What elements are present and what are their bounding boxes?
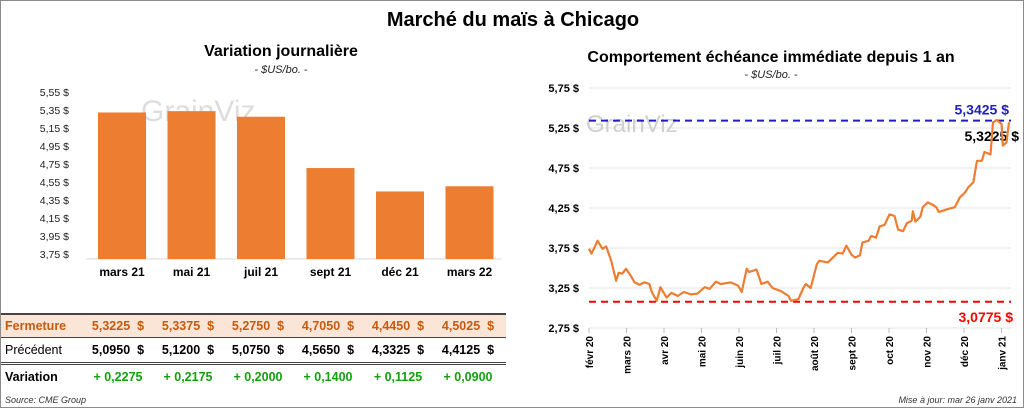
- table-cell: 4,4125 $: [441, 343, 495, 357]
- x-tick-label: sept 20: [848, 336, 859, 371]
- x-tick-label: déc 20: [960, 336, 971, 368]
- bar: [98, 112, 146, 259]
- y-tick-label: 5,55 $: [40, 87, 69, 99]
- page-title: Marché du maïs à Chicago: [386, 9, 640, 31]
- y-tick-label: 3,25 $: [548, 283, 579, 295]
- y-tick-label: 4,75 $: [40, 159, 69, 171]
- right-chart-title: Comportement échéance immédiate depuis 1…: [587, 49, 955, 66]
- left-chart-title: Variation journalière: [204, 43, 358, 60]
- row-label: Précédent: [5, 343, 62, 357]
- table-cell: + 0,2275: [93, 370, 143, 384]
- table-cell: 4,3325 $: [371, 343, 425, 357]
- y-tick-label: 4,35 $: [40, 195, 69, 207]
- min-label: 3,0775 $: [959, 309, 1014, 325]
- right-chart-subtitle: - $US/bo. -: [744, 69, 798, 81]
- y-tick-label: 5,35 $: [40, 105, 69, 117]
- bar: [445, 186, 494, 259]
- x-tick-label: mai 21: [173, 265, 211, 279]
- y-tick-label: 5,25 $: [548, 123, 579, 135]
- x-tick-label: juin 20: [735, 336, 746, 369]
- y-tick-label: 4,75 $: [548, 163, 579, 175]
- table-cell: 5,2750 $: [231, 319, 285, 333]
- x-tick-label: mars 21: [99, 265, 145, 279]
- table-cell: 5,1200 $: [161, 343, 215, 357]
- x-tick-label: juil 21: [243, 265, 278, 279]
- bar-chart: GrainViz5,55 $5,35 $5,15 $4,95 $4,75 $4,…: [40, 87, 501, 279]
- table-cell: + 0,1125: [373, 370, 423, 384]
- table-cell: 5,0750 $: [231, 343, 285, 357]
- y-tick-label: 5,75 $: [548, 83, 579, 95]
- table-cell: 4,4450 $: [371, 319, 425, 333]
- update-note: Mise à jour: mar 26 janv 2021: [898, 395, 1017, 405]
- table-cell: 5,0950 $: [91, 343, 145, 357]
- table-divider: [1, 362, 506, 365]
- x-tick-label: mars 22: [447, 265, 493, 279]
- y-tick-label: 4,25 $: [548, 203, 579, 215]
- table-cell: 5,3375 $: [161, 319, 215, 333]
- row-label: Variation: [5, 370, 58, 384]
- table-cell: + 0,2000: [233, 370, 283, 384]
- table-divider: [1, 337, 506, 338]
- x-tick-label: avr 20: [660, 336, 671, 365]
- y-tick-label: 4,15 $: [40, 213, 69, 225]
- y-tick-label: 4,55 $: [40, 177, 69, 189]
- table-row-fermeture: Fermeture 5,3225 $ 5,3375 $ 5,2750 $ 4,7050 …: [1, 315, 506, 337]
- x-tick-label: mars 20: [623, 336, 634, 374]
- x-tick-label: janv 21: [998, 336, 1009, 371]
- x-tick-label: août 20: [810, 336, 821, 371]
- bar: [167, 111, 216, 259]
- y-tick-label: 2,75 $: [548, 323, 579, 335]
- x-tick-label: juil 20: [773, 336, 784, 366]
- source-note: Source: CME Group: [5, 395, 87, 405]
- x-tick-label: déc 21: [381, 265, 419, 279]
- y-tick-label: 3,75 $: [40, 249, 69, 261]
- table-cell: 5,3225 $: [91, 319, 145, 333]
- row-label: Fermeture: [5, 319, 67, 333]
- table-cell: 4,7050 $: [301, 319, 355, 333]
- table-cell: 4,5650 $: [301, 343, 355, 357]
- table-row-precedent: Précédent 5,0950 $ 5,1200 $ 5,0750 $ 4,5650 …: [1, 339, 506, 361]
- x-tick-label: mai 20: [698, 336, 709, 368]
- x-tick-label: oct 20: [885, 336, 896, 365]
- x-tick-label: sept 21: [310, 265, 352, 279]
- table-cell: + 0,1400: [303, 370, 353, 384]
- price-line: [588, 118, 1011, 302]
- table-row-variation: Variation + 0,2275 + 0,2175 + 0,2000 + 0,140…: [1, 366, 506, 388]
- watermark-logo: GrainViz: [586, 111, 678, 138]
- table-cell: + 0,2175: [163, 370, 213, 384]
- bar: [306, 168, 355, 259]
- line-chart: 5,75 $ 5,25 $ 4,75 $ 4,25 $ 3,75 $ 3,25 $ 2,75…: [548, 83, 1019, 374]
- x-tick-label: févr 20: [585, 336, 596, 369]
- table-divider: [1, 313, 506, 315]
- table-cell: 4,5025 $: [441, 319, 495, 333]
- x-tick-label: nov 20: [923, 336, 934, 368]
- bar: [237, 116, 285, 259]
- max-label: 5,3425 $: [955, 102, 1010, 118]
- y-tick-label: 3,75 $: [548, 243, 579, 255]
- bar: [376, 191, 424, 259]
- y-tick-label: 4,95 $: [40, 141, 69, 153]
- y-tick-label: 5,15 $: [40, 123, 69, 135]
- table-cell: + 0,0900: [443, 370, 493, 384]
- y-tick-label: 3,95 $: [40, 231, 69, 243]
- left-chart-subtitle: - $US/bo. -: [254, 64, 308, 76]
